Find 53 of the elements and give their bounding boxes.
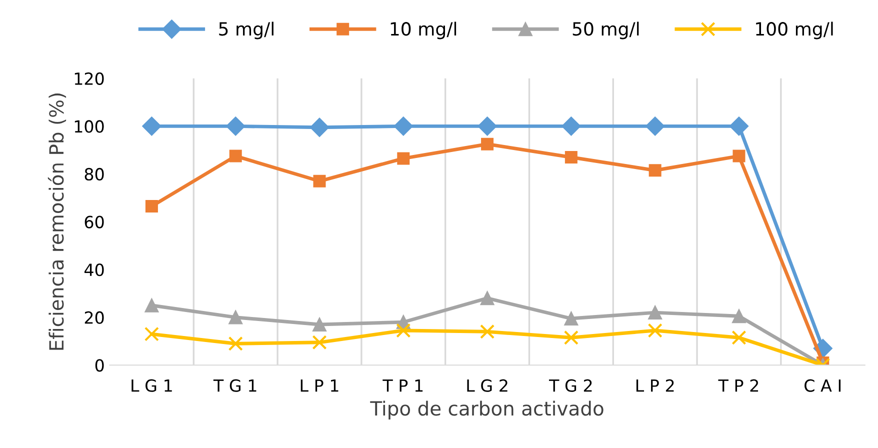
point	[478, 116, 497, 136]
y-tick-label: 40	[84, 264, 104, 276]
point	[648, 164, 662, 177]
x-tick-label: T P 2	[718, 379, 758, 392]
legend-label: 5 mg/l	[219, 22, 274, 40]
y-tick-label: 100	[74, 120, 104, 133]
point	[729, 116, 749, 136]
point	[732, 330, 746, 345]
x-tick-label: T G 1	[213, 379, 256, 392]
y-tick-label: 20	[84, 311, 104, 324]
y-axis-title: Eficiencia remoción Pb (%)	[48, 94, 66, 350]
point	[144, 298, 159, 312]
y-tick-label: 60	[84, 216, 104, 228]
x-tick-label: L G 2	[467, 379, 508, 392]
point	[480, 324, 495, 339]
y-tick-label: 0	[95, 359, 104, 372]
point	[646, 116, 665, 136]
point	[310, 118, 330, 137]
point	[397, 152, 410, 165]
point	[228, 310, 243, 324]
point	[481, 138, 494, 150]
point	[396, 323, 411, 338]
point	[144, 326, 159, 342]
x-tick-label: T G 2	[548, 379, 592, 392]
point	[312, 318, 326, 332]
x-tick-label: L G 1	[132, 379, 172, 392]
point	[480, 291, 494, 306]
point	[312, 335, 327, 350]
point	[142, 116, 162, 136]
legend-label: 50 mg/l	[572, 22, 639, 40]
point	[229, 150, 242, 162]
point	[145, 200, 158, 212]
x-tick-label: T P 1	[382, 380, 423, 392]
point	[648, 323, 662, 338]
point	[394, 116, 413, 136]
x-tick-label: L P 2	[636, 379, 674, 392]
y-tick-label: 80	[84, 168, 104, 181]
x-axis-title: Tipo de carbon activado	[370, 400, 604, 420]
x-tick-label: L P 1	[300, 380, 338, 392]
legend-label: 10 mg/l	[390, 22, 456, 40]
point	[732, 309, 746, 324]
point	[564, 151, 578, 164]
point	[564, 312, 578, 326]
point	[226, 116, 246, 136]
point	[313, 174, 326, 188]
y-tick-label: 120	[74, 72, 104, 85]
point	[564, 330, 578, 345]
point	[562, 116, 581, 136]
point	[228, 336, 243, 351]
legend-label: 100 mg/l	[756, 22, 833, 40]
point	[732, 150, 746, 162]
point	[648, 306, 662, 320]
x-tick-label: C A I	[804, 379, 841, 392]
